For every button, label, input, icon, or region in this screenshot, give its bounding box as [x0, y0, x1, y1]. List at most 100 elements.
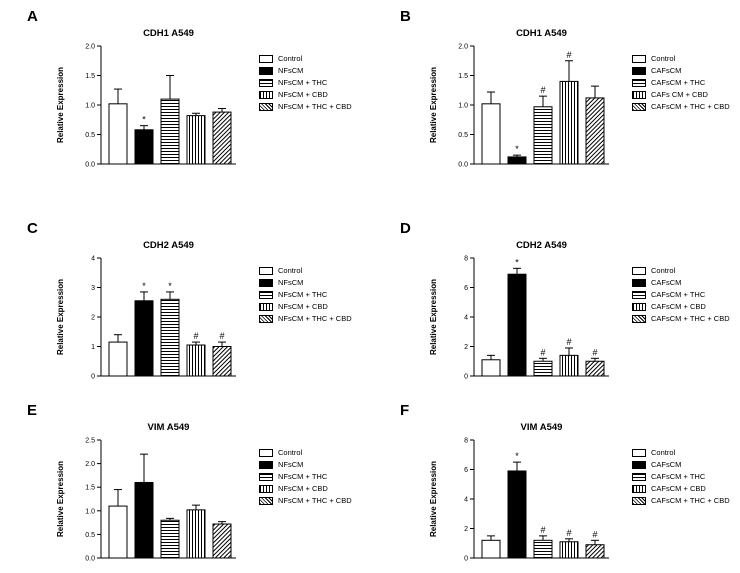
- bar: [507, 156, 527, 165]
- bar: [507, 273, 527, 377]
- bar: [160, 98, 180, 165]
- bar: [134, 300, 154, 377]
- chart-area: CDH1 A549 Relative Expression 0.0 0.5 1.0 1.5…: [424, 22, 730, 182]
- y-tick-label: 3: [91, 285, 95, 292]
- legend-swatch: [632, 473, 646, 481]
- bar-chart: VIM A549 Relative Expression 0.0 0.5 1.0 1.5 2…: [56, 422, 236, 563]
- chart-area: CDH2 A549 Relative Expression 0 2 4 6 8 * # # # Con…: [424, 234, 730, 394]
- bar: [134, 129, 154, 165]
- legend-swatch: [632, 303, 646, 311]
- legend-swatch: [632, 291, 646, 299]
- legend-label: NFsCM + THC + CBD: [278, 102, 352, 111]
- bar-chart: CDH2 A549 Relative Expression 0 2 4 6 8 * # # #: [429, 240, 609, 381]
- bar-chart: CDH1 A549 Relative Expression 0.0 0.5 1.0 1.5…: [56, 28, 236, 169]
- y-tick-label: 2.5: [85, 438, 95, 445]
- legend-label: NFsCM + THC: [278, 290, 328, 299]
- legend-swatch: [259, 485, 273, 493]
- legend-label: NFsCM + CBD: [278, 90, 328, 99]
- bar: [585, 544, 605, 559]
- legend-label: CAFsCM: [651, 66, 682, 75]
- bar: [481, 103, 501, 165]
- legend-swatch: [259, 497, 273, 505]
- bar: [559, 80, 579, 165]
- legend-item: CAFsCM + CBD: [632, 484, 730, 493]
- y-tick-label: 2: [464, 526, 468, 533]
- panel-A: A CDH1 A549 Relative Expression 0.0 0.5 1.0 1.…: [5, 6, 367, 201]
- legend-item: NFsCM + THC + CBD: [259, 102, 352, 111]
- legend-swatch: [259, 315, 273, 323]
- y-tick-label: 1.5: [85, 73, 95, 80]
- legend-item: CAFsCM + THC + CBD: [632, 496, 730, 505]
- panel-letter: A: [27, 8, 38, 25]
- legend-swatch: [259, 279, 273, 287]
- legend-swatch: [632, 79, 646, 87]
- y-tick-label: 2: [464, 344, 468, 351]
- chart-area: VIM A549 Relative Expression 0 2 4 6 8 * # # # Cont…: [424, 416, 730, 573]
- bar: [160, 519, 180, 559]
- panel-F: F VIM A549 Relative Expression 0 2 4 6 8 * # # # Con…: [378, 400, 740, 573]
- y-tick-label: 4: [464, 497, 468, 504]
- panel-letter: C: [27, 220, 38, 237]
- legend-item: CAFsCM + THC: [632, 472, 730, 481]
- legend-label: NFsCM + CBD: [278, 484, 328, 493]
- y-tick-label: 2.0: [458, 44, 468, 51]
- significance-mark: #: [566, 528, 571, 538]
- y-tick-label: 0.5: [458, 132, 468, 139]
- legend-swatch: [259, 303, 273, 311]
- chart-title: CDH1 A549: [143, 28, 194, 39]
- legend-item: CAFsCM + THC + CBD: [632, 102, 730, 111]
- bar: [108, 505, 128, 559]
- y-tick-label: 1.0: [85, 103, 95, 110]
- legend-item: NFsCM: [259, 278, 352, 287]
- bar: [212, 111, 232, 165]
- y-tick-label: 1.5: [85, 485, 95, 492]
- bar: [212, 523, 232, 559]
- significance-mark: #: [566, 337, 571, 347]
- y-axis-label: Relative Expression: [429, 67, 438, 143]
- legend-label: Control: [278, 448, 303, 457]
- legend-label: CAFsCM + THC + CBD: [651, 496, 730, 505]
- legend-label: NFsCM + THC: [278, 472, 328, 481]
- legend-swatch: [259, 91, 273, 99]
- chart-title: CDH1 A549: [516, 28, 567, 39]
- y-tick-label: 0.0: [458, 162, 468, 169]
- legend-swatch: [259, 461, 273, 469]
- legend-label: Control: [651, 54, 676, 63]
- legend-swatch: [259, 103, 273, 111]
- legend-label: CAFsCM + CBD: [651, 484, 706, 493]
- bar-chart: CDH2 A549 Relative Expression 0 1 2 3 4 * * # #: [56, 240, 236, 381]
- legend-swatch: [632, 55, 646, 63]
- y-tick-label: 4: [91, 256, 95, 263]
- legend-label: Control: [278, 54, 303, 63]
- bar: [186, 509, 206, 559]
- legend-swatch: [632, 461, 646, 469]
- y-tick-label: 8: [464, 438, 468, 445]
- bar: [186, 344, 206, 377]
- legend-swatch: [632, 91, 646, 99]
- legend-swatch: [632, 267, 646, 275]
- significance-mark: *: [515, 144, 519, 154]
- panel-B: B CDH1 A549 Relative Expression 0.0 0.5 1.0 1.…: [378, 6, 740, 201]
- significance-mark: #: [592, 347, 597, 357]
- legend-swatch: [259, 449, 273, 457]
- chart-area: CDH1 A549 Relative Expression 0.0 0.5 1.0 1.5…: [51, 22, 352, 182]
- legend-item: CAFsCM + THC + CBD: [632, 314, 730, 323]
- legend: Control NFsCM NFsCM + THC NFsCM + CBD NFsCM …: [259, 266, 352, 326]
- legend-label: Control: [651, 266, 676, 275]
- legend-label: CAFsCM: [651, 460, 682, 469]
- legend-label: NFsCM: [278, 278, 304, 287]
- legend-swatch: [259, 473, 273, 481]
- legend-item: NFsCM + THC: [259, 290, 352, 299]
- legend-label: Control: [278, 266, 303, 275]
- legend-item: Control: [259, 266, 352, 275]
- chart-title: CDH2 A549: [516, 240, 567, 251]
- legend-swatch: [259, 55, 273, 63]
- legend: Control NFsCM NFsCM + THC NFsCM + CBD NFsCM …: [259, 448, 352, 508]
- legend-label: NFsCM + THC: [278, 78, 328, 87]
- chart-area: CDH2 A549 Relative Expression 0 1 2 3 4 * * # # Con…: [51, 234, 352, 394]
- y-tick-label: 0: [464, 556, 468, 563]
- panel-D: D CDH2 A549 Relative Expression 0 2 4 6 8 * # # # Co…: [378, 218, 740, 413]
- bar: [134, 481, 154, 559]
- bar: [533, 106, 553, 165]
